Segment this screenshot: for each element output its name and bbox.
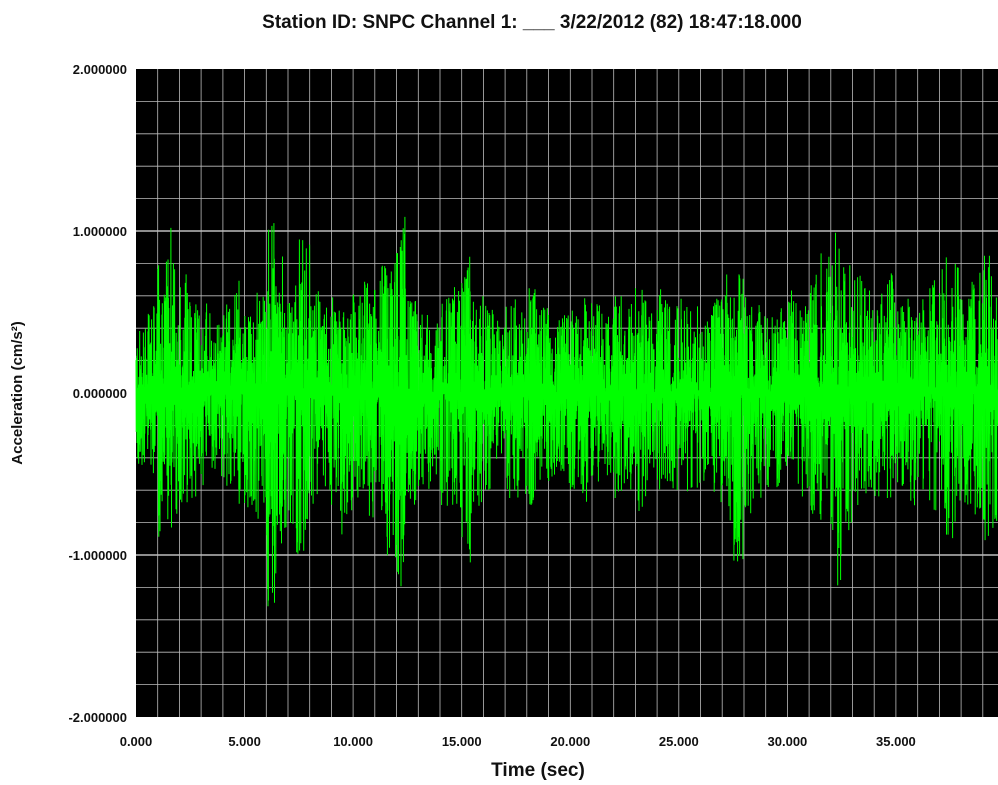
x-tick-label: 30.000 [768,734,808,749]
x-tick-label: 0.000 [120,734,153,749]
x-tick-labels: 0.000 5.000 10.000 15.000 20.000 25.000 30.000… [120,734,916,749]
y-tick-label: 0.000000 [73,386,127,401]
chart-title: Station ID: SNPC Channel 1: ___ 3/22/201… [262,12,802,33]
y-tick-label: -2.000000 [68,710,127,725]
x-tick-label: 5.000 [228,734,261,749]
x-tick-label: 25.000 [659,734,699,749]
y-tick-labels: 2.000000 1.000000 0.000000 -1.000000 -2.0000… [68,62,127,725]
x-tick-label: 20.000 [550,734,590,749]
y-tick-label: 2.000000 [73,62,127,77]
y-tick-label: 1.000000 [73,224,127,239]
y-tick-label: -1.000000 [68,548,127,563]
y-axis-label: Acceleration (cm/s²) [9,321,26,464]
x-tick-label: 35.000 [876,734,916,749]
acceleration-trace [135,216,998,607]
x-axis-label: Time (sec) [491,760,585,781]
trace-line [135,216,998,607]
x-tick-label: 15.000 [442,734,482,749]
x-tick-label: 10.000 [333,734,373,749]
